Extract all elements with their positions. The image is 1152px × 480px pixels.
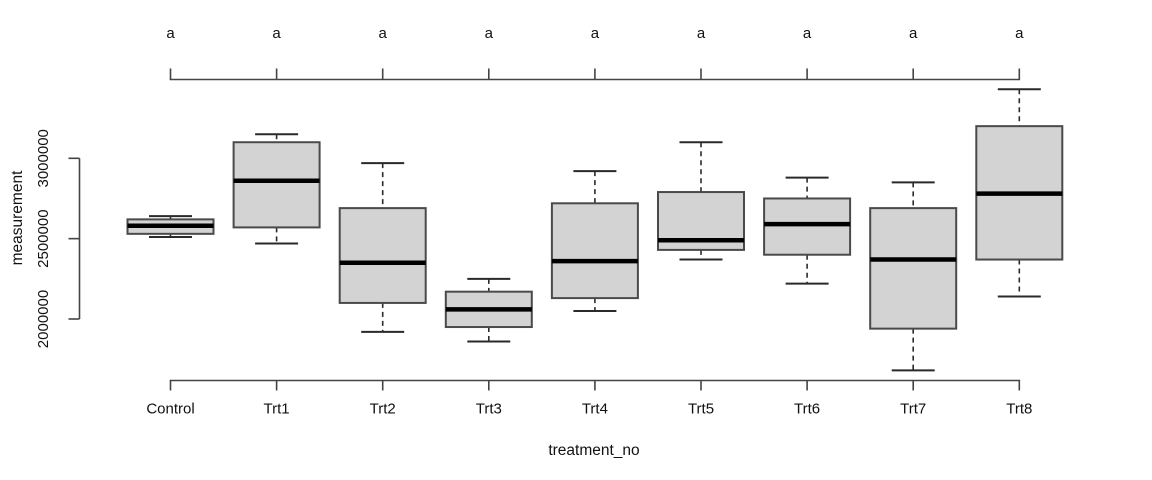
box-group-trt7 bbox=[869, 181, 958, 372]
y-axis-title: measurement bbox=[9, 170, 26, 265]
iqr-box bbox=[338, 207, 427, 304]
significance-letter: a bbox=[166, 25, 175, 42]
x-tick-label: Trt7 bbox=[900, 401, 926, 418]
significance-letter: a bbox=[909, 25, 918, 42]
iqr-box bbox=[763, 197, 852, 256]
y-tick-label: 2000000 bbox=[35, 290, 52, 348]
box-group-control bbox=[126, 215, 215, 239]
y-tick-label: 3000000 bbox=[35, 129, 52, 187]
significance-letter: a bbox=[272, 25, 281, 42]
box-group-trt4 bbox=[550, 170, 639, 312]
significance-letter: a bbox=[591, 25, 600, 42]
significance-letter: a bbox=[697, 25, 706, 42]
iqr-box bbox=[869, 207, 958, 330]
x-tick-label: Trt8 bbox=[1006, 401, 1032, 418]
x-tick-label: Trt3 bbox=[476, 401, 502, 418]
significance-letter: a bbox=[803, 25, 812, 42]
axes-layer: a a a a a a a a a Control Trt1 Trt2 Trt3 Trt4 Trt5 Trt6… bbox=[35, 25, 1032, 418]
iqr-box bbox=[232, 141, 321, 229]
significance-letter: a bbox=[1015, 25, 1024, 42]
box-group-trt2 bbox=[338, 162, 427, 333]
x-tick-label: Trt2 bbox=[370, 401, 396, 418]
boxes-layer bbox=[126, 88, 1064, 372]
y-tick-label: 2500000 bbox=[35, 209, 52, 267]
significance-letter: a bbox=[485, 25, 494, 42]
x-tick-label: Trt4 bbox=[582, 401, 608, 418]
box-group-trt1 bbox=[232, 133, 321, 245]
box-group-trt6 bbox=[763, 176, 852, 285]
iqr-box bbox=[550, 202, 639, 300]
box-group-trt5 bbox=[657, 141, 745, 261]
box-group-trt3 bbox=[444, 277, 533, 343]
x-tick-label: Trt5 bbox=[688, 401, 714, 418]
x-axis-title: treatment_no bbox=[548, 442, 639, 459]
x-tick-label: Trt1 bbox=[264, 401, 290, 418]
box-group-trt8 bbox=[975, 88, 1064, 298]
x-tick-label: Trt6 bbox=[794, 401, 820, 418]
x-tick-label: Control bbox=[146, 401, 194, 418]
significance-letter: a bbox=[379, 25, 388, 42]
